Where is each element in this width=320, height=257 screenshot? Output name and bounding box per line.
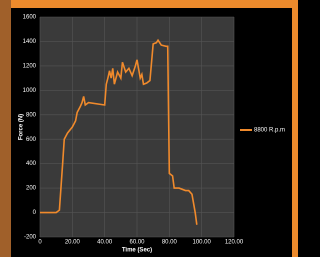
y-tick-label: 1600 [23, 15, 37, 21]
x-tick-label: 20.00 [65, 240, 81, 246]
frame-top [0, 0, 298, 8]
y-tick-label: 400 [26, 161, 37, 167]
frame-right [292, 0, 298, 257]
chart: Time (Sec) Force (N) -200020040060080010… [0, 0, 298, 257]
y-tick-label: 1400 [23, 39, 37, 45]
x-axis-title: Time (Sec) [122, 248, 152, 254]
x-tick-label: 60.00 [129, 240, 145, 246]
x-tick-label: 120.00 [225, 240, 244, 246]
y-tick-label: 600 [26, 137, 37, 143]
y-tick-label: 800 [26, 112, 37, 118]
y-tick-label: 200 [26, 186, 37, 192]
y-tick-label: -200 [24, 235, 37, 241]
x-tick-label: 100.00 [192, 240, 211, 246]
y-tick-label: 1000 [23, 88, 37, 94]
x-tick-label: 40.00 [97, 240, 113, 246]
y-axis-title: Force (N) [19, 114, 25, 140]
y-tick-label: 1200 [23, 63, 37, 69]
x-tick-label: 80.00 [162, 240, 178, 246]
legend-label: 8800 R.p.m [254, 128, 285, 134]
frame-left [0, 0, 11, 257]
